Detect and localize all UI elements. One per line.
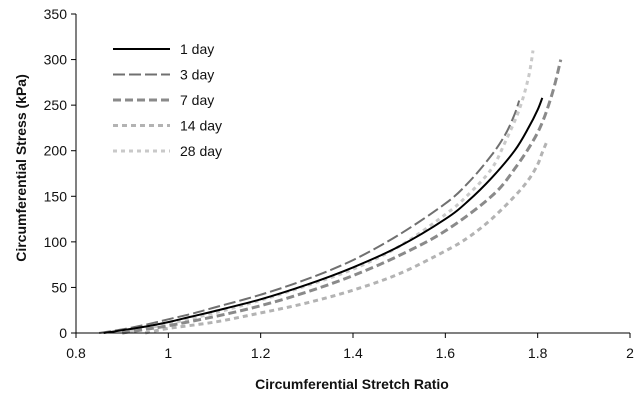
- x-tick-label: 1.2: [251, 345, 271, 361]
- series-line-4: [144, 140, 549, 335]
- y-tick-label: 0: [59, 325, 67, 341]
- legend-label-4: 14 day: [180, 118, 222, 134]
- legend: 1 day 3 day 7 day 14 day 28 day: [113, 41, 222, 159]
- x-axis-title: Circumferential Stretch Ratio: [255, 376, 449, 392]
- x-tick-label: 1: [164, 345, 172, 361]
- y-axis-title: Circumferential Stress (kPa): [13, 74, 29, 262]
- legend-label-5: 28 day: [180, 143, 222, 159]
- series-line-2: [98, 100, 521, 334]
- axes: 0 50 100 150 200 250 300 350 0.8 1 1.2 1.4 1.6 1.8 2: [44, 6, 634, 361]
- y-tick-label: 300: [44, 52, 68, 68]
- x-tick-label: 1.6: [436, 345, 456, 361]
- plot-area: [98, 50, 563, 335]
- x-tick-label: 2: [626, 345, 634, 361]
- y-tick-label: 250: [44, 97, 68, 113]
- y-tick-label: 150: [44, 188, 68, 204]
- y-tick-label: 50: [51, 279, 67, 295]
- x-tick-label: 0.8: [66, 345, 86, 361]
- y-tick-label: 200: [44, 143, 68, 159]
- legend-label-1: 1 day: [180, 41, 214, 57]
- x-tick-label: 1.4: [343, 345, 363, 361]
- series-line-3: [121, 59, 563, 335]
- series-line-1: [103, 97, 544, 334]
- y-tick-label: 350: [44, 6, 68, 22]
- y-tick-label: 100: [44, 234, 68, 250]
- legend-label-2: 3 day: [180, 67, 214, 83]
- legend-label-3: 7 day: [180, 92, 214, 108]
- x-tick-label: 1.8: [528, 345, 548, 361]
